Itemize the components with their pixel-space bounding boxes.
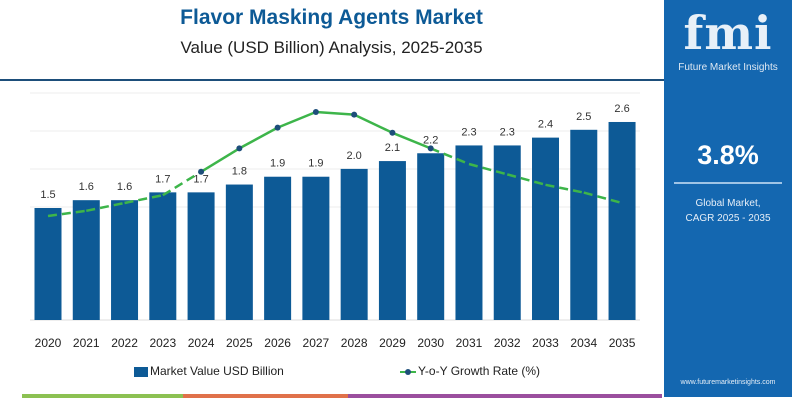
legend-line-icon	[400, 369, 416, 375]
data-label-2034: 2.5	[576, 111, 591, 123]
x-tick-2023: 2023	[149, 336, 176, 350]
logo-subtitle: Future Market Insights	[678, 62, 778, 73]
bar-2024	[187, 192, 215, 320]
data-label-2033: 2.4	[538, 119, 553, 131]
x-tick-2024: 2024	[188, 336, 215, 350]
bar-2028	[340, 168, 368, 320]
bar-2027	[302, 176, 330, 320]
x-tick-2020: 2020	[35, 336, 62, 350]
x-tick-2033: 2033	[532, 336, 559, 350]
bottom-color-strip	[22, 394, 662, 398]
growth-point-2028	[351, 111, 358, 118]
data-label-2030: 2.2	[423, 134, 438, 146]
growth-line-segment	[47, 209, 87, 218]
side-panel: fmi Future Market Insights 3.8% Global M…	[664, 0, 792, 397]
cagr-label-line2: CAGR 2025 - 2035	[685, 213, 771, 224]
bar-2035	[608, 121, 636, 320]
growth-line-segment	[86, 201, 125, 213]
cagr-label-line1: Global Market,	[695, 198, 761, 209]
x-tick-2029: 2029	[379, 336, 406, 350]
header-divider	[0, 79, 664, 81]
chart-plot: 1.5 2020 1.6 2021 1.6 2022 1.7 2023 1.7 2024 1.8 20…	[30, 92, 640, 350]
x-tick-2035: 2035	[609, 336, 636, 350]
growth-point-2027	[312, 109, 319, 115]
growth-line-segment	[391, 131, 432, 150]
x-tick-2022: 2022	[111, 336, 138, 350]
cagr-label: Global Market, CAGR 2025 - 2035	[664, 196, 792, 226]
bar-2030	[417, 153, 445, 320]
growth-line-segment	[506, 173, 546, 187]
x-tick-2027: 2027	[303, 336, 330, 350]
growth-line-segment	[162, 170, 202, 197]
strip-segment-purple	[348, 394, 662, 398]
bar-2026	[264, 176, 292, 320]
legend-bar-label: Market Value USD Billion	[150, 364, 284, 378]
growth-line-segment	[277, 110, 317, 129]
legend-bar-swatch	[134, 367, 148, 377]
bar-2020	[34, 208, 62, 320]
data-label-2025: 1.8	[232, 166, 247, 178]
data-label-2031: 2.3	[461, 126, 476, 138]
x-tick-2026: 2026	[264, 336, 291, 350]
bar-2025	[225, 184, 253, 320]
x-tick-2021: 2021	[73, 336, 100, 350]
website-link[interactable]: www.futuremarketinsights.com	[680, 379, 776, 386]
chart-subtitle: Value (USD Billion) Analysis, 2025-2035	[180, 38, 483, 57]
x-tick-2034: 2034	[570, 336, 597, 350]
x-tick-2030: 2030	[417, 336, 444, 350]
growth-line-segment	[545, 183, 585, 194]
data-label-2035: 2.6	[614, 103, 629, 115]
x-tick-2025: 2025	[226, 336, 253, 350]
growth-point-2029	[389, 129, 396, 136]
data-label-2027: 1.9	[308, 158, 323, 170]
data-label-2026: 1.9	[270, 158, 285, 170]
data-label-2020: 1.5	[40, 189, 55, 201]
cagr-value: 3.8%	[697, 140, 759, 170]
growth-line-segment	[583, 191, 623, 205]
growth-point-2026	[274, 124, 281, 131]
bar-2029	[378, 161, 406, 320]
bar-2034	[570, 129, 598, 320]
growth-line-segment	[238, 126, 279, 150]
growth-line-segment	[124, 193, 164, 205]
data-label-2021: 1.6	[79, 181, 94, 193]
bar-2033	[532, 137, 560, 320]
x-tick-2032: 2032	[494, 336, 521, 350]
bar-2023	[149, 192, 177, 320]
legend-line-label: Y-o-Y Growth Rate (%)	[418, 364, 541, 378]
chart-title: Flavor Masking Agents Market	[180, 6, 483, 29]
data-label-2024: 1.7	[193, 173, 208, 185]
bar-2022	[111, 200, 139, 320]
growth-line-segment	[200, 147, 241, 173]
growth-point-2024	[198, 168, 205, 175]
data-label-2028: 2.0	[347, 150, 362, 162]
growth-line-segment	[353, 113, 393, 134]
bar-2021	[72, 200, 100, 320]
growth-line-segment	[315, 110, 355, 116]
data-label-2022: 1.6	[117, 181, 132, 193]
data-label-2029: 2.1	[385, 142, 400, 154]
strip-segment-orange	[182, 394, 349, 398]
x-tick-2028: 2028	[341, 336, 368, 350]
fmi-logo: fmi	[683, 6, 773, 60]
cagr-divider	[674, 182, 782, 184]
x-tick-2031: 2031	[456, 336, 483, 350]
bar-2031	[455, 145, 483, 320]
growth-line-segment	[430, 147, 470, 166]
data-label-2032: 2.3	[500, 126, 515, 138]
growth-point-2030	[427, 145, 434, 152]
strip-segment-green	[22, 394, 183, 398]
data-label-2023: 1.7	[155, 173, 170, 185]
growth-point-2025	[236, 145, 243, 152]
growth-line-segment	[468, 162, 508, 176]
